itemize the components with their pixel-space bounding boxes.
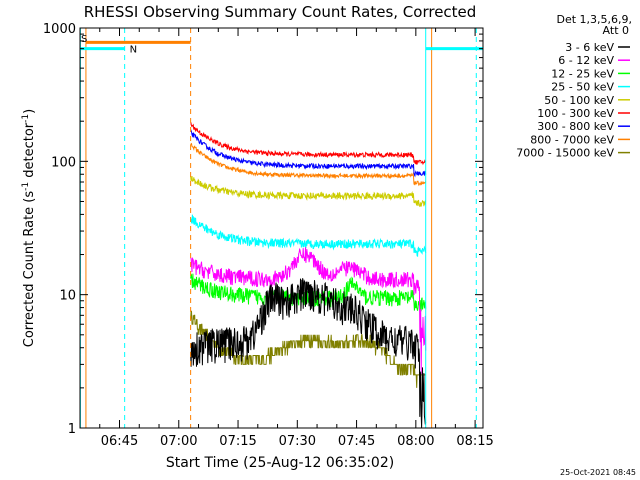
x-axis-label: Start Time (25-Aug-12 06:35:02) (166, 455, 394, 471)
series-line (190, 273, 427, 312)
legend-entry-label: 25 - 50 keV (551, 81, 614, 94)
chart-title: RHESSI Observing Summary Count Rates, Co… (84, 3, 477, 21)
x-tick-label: 08:00 (397, 434, 434, 449)
corner-flag-label: S (81, 34, 87, 45)
y-tick-label: 100 (51, 155, 76, 170)
x-tick-label: 07:30 (279, 434, 316, 449)
footer-timestamp: 25-Oct-2021 08:45 (560, 468, 636, 477)
y-tick-label: 1 (68, 422, 76, 437)
y-axis-label: Corrected Count Rate (s-1 detector-1) (21, 109, 37, 347)
x-tick-label: 07:45 (338, 434, 375, 449)
legend-entry-label: 300 - 800 keV (537, 120, 614, 133)
axis-layer: 06:45 07:00 07:15 07:30 07:45 08:00 08:15 1 10 10… (43, 22, 494, 449)
legend-entry-label: 100 - 300 keV (537, 107, 614, 120)
plot-frame (79, 27, 484, 429)
legend-entry-label: 6 - 12 keV (558, 54, 614, 67)
series-line (190, 129, 427, 178)
series-line (190, 278, 427, 429)
series-line (190, 176, 427, 208)
night-flag-label: N (130, 45, 137, 56)
x-tick-label: 06:45 (101, 434, 138, 449)
x-tick-label: 07:15 (219, 434, 256, 449)
series-line (190, 122, 427, 166)
series-line (190, 142, 427, 187)
legend-entry-label: 7000 - 15000 keV (516, 147, 614, 160)
y-tick-label: 1000 (43, 22, 76, 37)
legend-entry-label: 3 - 6 keV (565, 41, 614, 54)
x-tick-label: 08:15 (456, 434, 493, 449)
legend-header: Det 1,3,5,6,9, (556, 13, 632, 26)
legend-entry-label: 800 - 7000 keV (530, 133, 614, 146)
series-line (190, 247, 427, 375)
series-line (190, 214, 427, 257)
legend-entry-label: 12 - 25 keV (551, 67, 614, 80)
y-tick-label: 10 (59, 289, 76, 304)
x-tick-label: 07:00 (160, 434, 197, 449)
legend-entry-label: 50 - 100 keV (544, 94, 614, 107)
legend-header: Att 0 (603, 24, 629, 37)
data-layer (190, 122, 427, 429)
